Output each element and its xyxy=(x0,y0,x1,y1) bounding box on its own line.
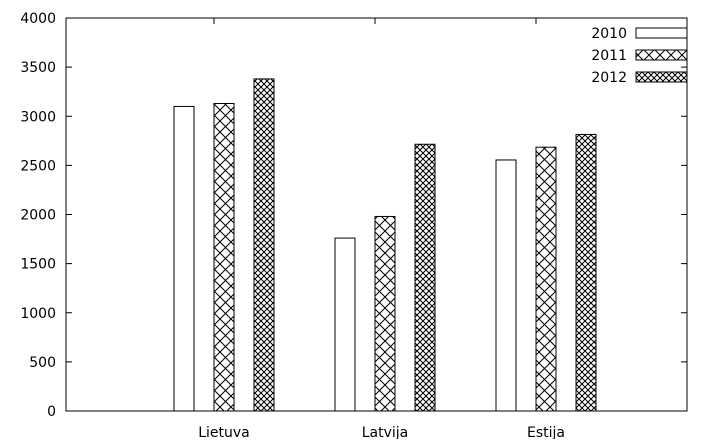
y-tick-label: 1500 xyxy=(20,257,56,273)
y-tick-label: 500 xyxy=(29,355,56,371)
y-tick-label: 2000 xyxy=(20,208,56,224)
bar-estija-2011 xyxy=(535,146,557,412)
legend-label-2010: 2010 xyxy=(591,26,627,42)
bar-lietuva-2010 xyxy=(173,105,195,412)
bar-latvija-2010 xyxy=(334,237,356,412)
legend: 2010 2011 2012 xyxy=(591,26,688,86)
y-tick-label: 2500 xyxy=(20,158,56,174)
legend-label-2012: 2012 xyxy=(591,70,627,86)
y-tick-label: 0 xyxy=(47,404,56,420)
bar-estija-2010 xyxy=(495,159,517,412)
legend-swatch-2011 xyxy=(635,49,688,61)
legend-swatch-2012 xyxy=(635,71,688,83)
x-tick-label: Latvija xyxy=(362,425,409,439)
y-tick-label: 4000 xyxy=(20,11,56,27)
legend-label-2011: 2011 xyxy=(591,48,627,64)
y-tick-label: 3000 xyxy=(20,109,56,125)
y-tick-label: 1000 xyxy=(20,306,56,322)
bar-lietuva-2012 xyxy=(253,78,275,412)
x-tick-label: Estija xyxy=(527,425,565,439)
bar-estija-2012 xyxy=(575,133,597,412)
x-tick-label: Lietuva xyxy=(198,425,250,439)
bar-lietuva-2011 xyxy=(213,102,235,412)
y-tick-label: 3500 xyxy=(20,60,56,76)
plot-area: 0 500 1000 1500 2000 2500 3000 3500 4000 Lietuva L… xyxy=(20,11,688,441)
legend-swatch-2010 xyxy=(635,27,688,39)
bar-latvija-2012 xyxy=(414,143,436,412)
bar-latvija-2011 xyxy=(374,215,396,412)
